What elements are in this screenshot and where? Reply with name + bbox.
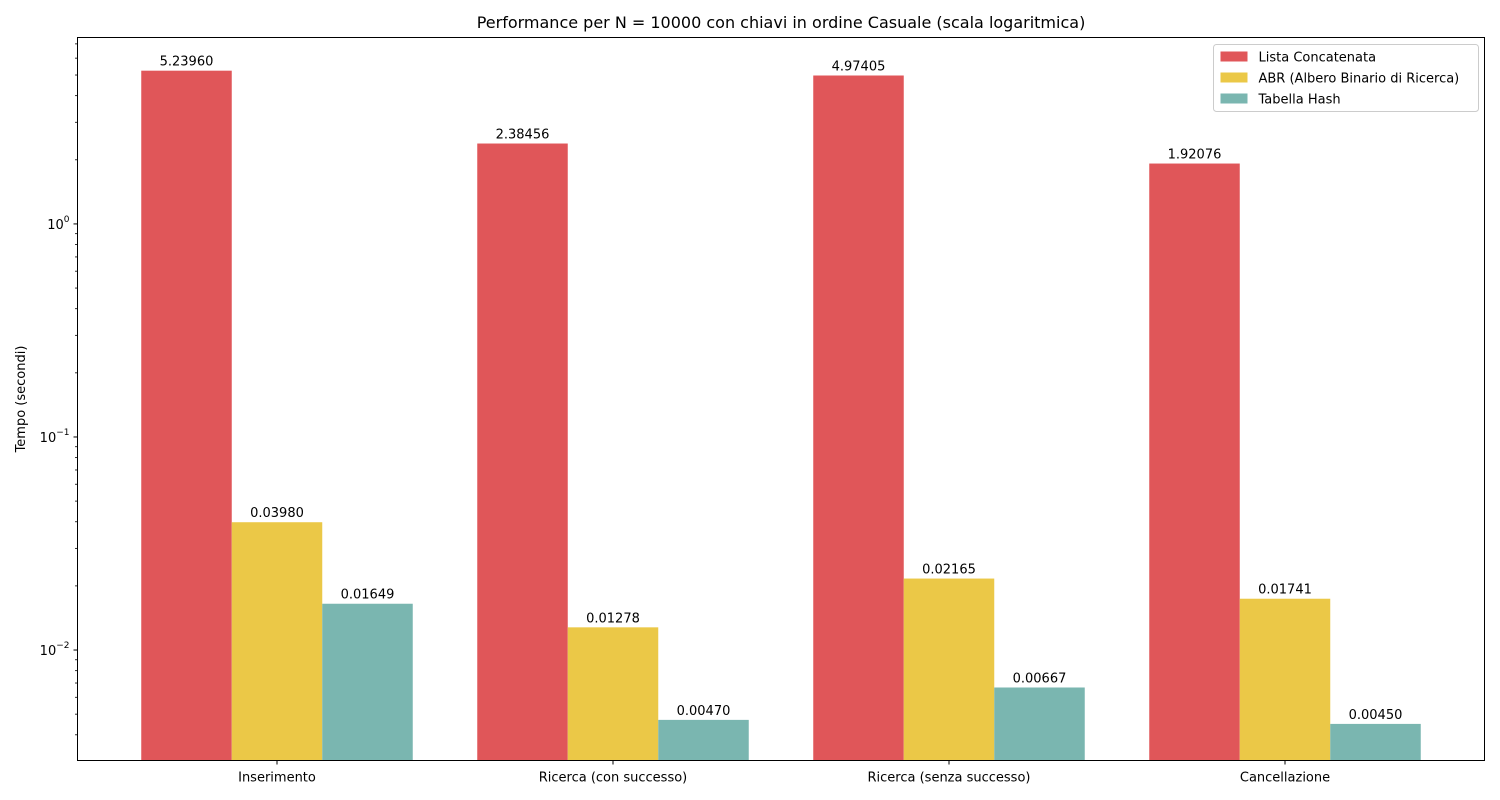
legend: Lista Concatenata ABR (Albero Binario di …: [1213, 44, 1479, 112]
bar: [903, 578, 995, 761]
chart-title: Performance per N = 10000 con chiavi in …: [477, 13, 1086, 32]
bar: [567, 627, 659, 761]
legend-swatch: [1220, 93, 1248, 104]
data-label: 1.92076: [1168, 148, 1222, 163]
data-label: 2.38456: [496, 128, 550, 143]
bar: [477, 143, 568, 761]
legend-frame: [1213, 44, 1479, 112]
y-tick-label: 10−2: [40, 641, 70, 659]
plot-area-frame: [77, 37, 1485, 761]
legend-swatch: [1220, 51, 1248, 62]
x-axis-ticks: Inserimento Ricerca (con successo) Ricerca…: [238, 760, 1330, 786]
bar: [1239, 598, 1331, 761]
y-tick-base: 10: [40, 644, 57, 659]
y-tick-exponent: −2: [56, 641, 69, 651]
data-label: 0.02165: [922, 563, 976, 578]
data-label: 5.23960: [160, 55, 214, 70]
y-tick-base: 10: [47, 218, 64, 233]
bar: [658, 719, 749, 761]
bar: [231, 522, 323, 761]
bar: [813, 75, 904, 761]
legend-label: Lista Concatenata: [1259, 51, 1377, 66]
legend-label: ABR (Albero Binario di Ricerca): [1259, 72, 1460, 87]
y-tick-label: 10−1: [40, 428, 70, 446]
x-tick-label: Cancellazione: [1240, 771, 1330, 786]
data-label: 0.01741: [1258, 583, 1312, 598]
y-tick-exponent: −1: [56, 428, 69, 438]
data-label: 0.00450: [1349, 708, 1403, 723]
bars-layer: [141, 70, 1421, 761]
data-label: 4.97405: [832, 60, 886, 75]
x-tick-label: Ricerca (senza successo): [868, 771, 1031, 786]
y-tick-label: 100: [47, 215, 70, 233]
y-tick-exponent: 0: [64, 215, 70, 225]
data-label: 0.00470: [677, 704, 731, 719]
bar: [994, 687, 1085, 761]
legend-swatch: [1220, 72, 1248, 83]
bar: [1149, 163, 1240, 761]
bar: [141, 70, 232, 761]
data-label: 0.01649: [341, 588, 395, 603]
data-label: 0.03980: [250, 506, 304, 521]
bar: [1330, 723, 1421, 761]
y-axis-label: Tempo (secondi): [14, 346, 29, 454]
x-tick-label: Ricerca (con successo): [539, 771, 688, 786]
data-label: 0.00667: [1013, 671, 1067, 686]
legend-label: Tabella Hash: [1258, 93, 1341, 108]
x-tick-label: Inserimento: [238, 771, 316, 786]
data-labels-layer: 5.23960 0.03980 0.01649 2.38456 0.01278 0.004…: [160, 55, 1403, 723]
data-label: 0.01278: [586, 611, 640, 626]
y-tick-base: 10: [40, 431, 57, 446]
bar: [322, 603, 413, 761]
